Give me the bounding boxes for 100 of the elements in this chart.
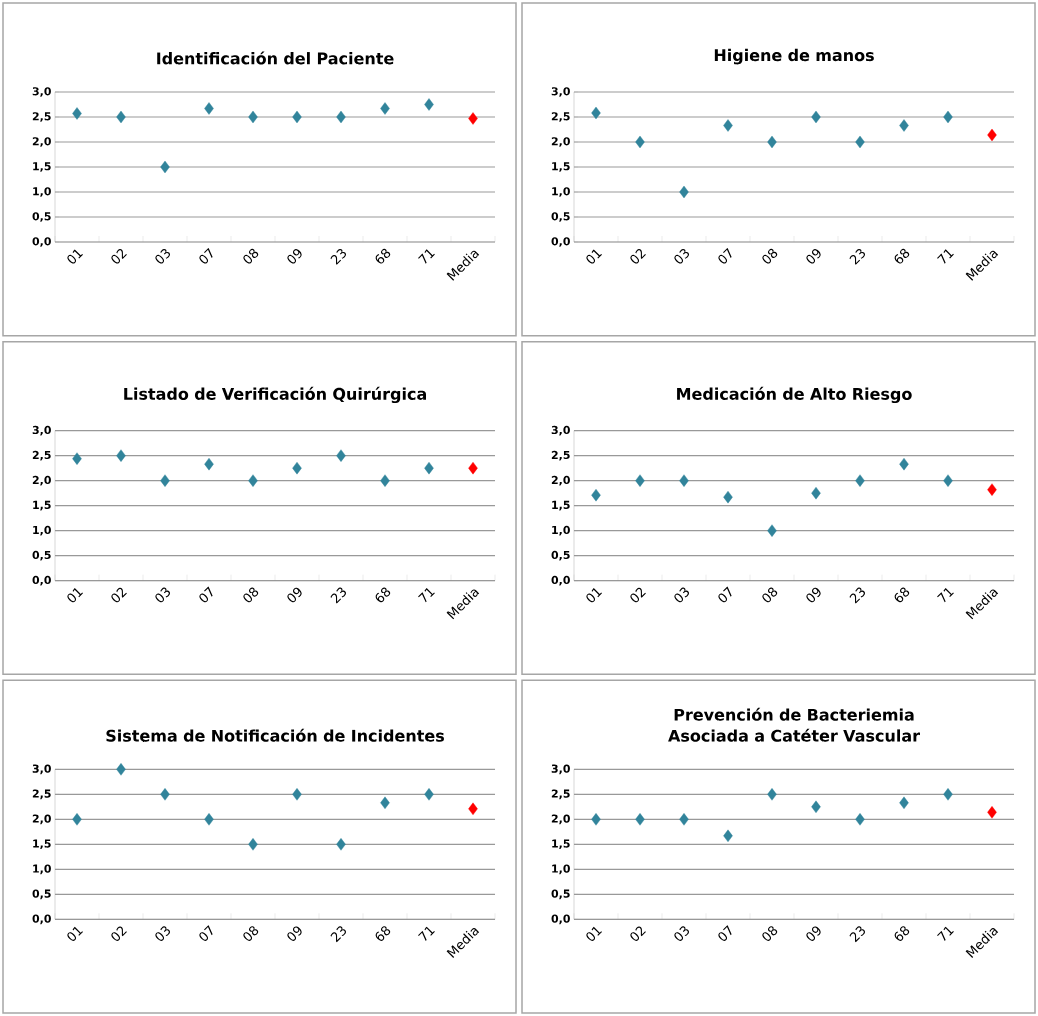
y-tick-label: 2,5 <box>32 789 51 800</box>
point <box>336 110 346 124</box>
point <box>767 135 777 149</box>
point <box>292 110 302 124</box>
point <box>767 788 777 801</box>
y-tick-label: 1,0 <box>33 864 51 875</box>
y-tick-label: 1,0 <box>33 525 51 536</box>
chart-title: Identificación del Paciente <box>157 51 394 65</box>
point <box>723 490 733 504</box>
x-tick-label: 09 <box>806 249 821 264</box>
y-tick-label: 1,5 <box>33 839 51 850</box>
x-tick-label: 23 <box>330 248 347 265</box>
y-tick-label: 2,5 <box>551 450 570 461</box>
point <box>248 110 258 124</box>
x-tick-label: 71 <box>937 926 954 942</box>
x-tick-label: 03 <box>674 926 690 941</box>
point <box>116 110 126 124</box>
y-tick-label: 1,0 <box>33 187 51 197</box>
point <box>767 524 777 537</box>
point <box>424 788 434 801</box>
x-tick-label: 71 <box>418 249 435 264</box>
x-tick-label: 09 <box>287 587 302 603</box>
x-tick-label: 71 <box>418 587 435 603</box>
point <box>248 474 258 487</box>
y-tick-label: 2,5 <box>32 450 51 461</box>
point <box>424 461 434 475</box>
point <box>160 788 170 801</box>
y-tick-label: 3,0 <box>32 764 51 775</box>
point <box>292 461 302 475</box>
point <box>160 474 170 487</box>
point <box>591 106 601 120</box>
y-tick-label: 2,5 <box>551 112 570 122</box>
point <box>855 474 865 487</box>
y-tick-label: 2,5 <box>32 112 51 122</box>
point <box>72 107 82 120</box>
point <box>899 119 909 132</box>
y-tick-label: 2,0 <box>32 475 51 486</box>
point <box>855 813 865 826</box>
point <box>72 452 82 465</box>
y-tick-label: 0,0 <box>32 575 51 586</box>
point <box>591 813 601 826</box>
x-tick-label: 71 <box>418 926 435 942</box>
point <box>899 457 909 471</box>
point <box>987 806 997 819</box>
point <box>116 449 126 462</box>
chart-title: Prevención de Bacteriemia Asociada a Catéter Vascular <box>668 707 920 742</box>
x-tick-label: 02 <box>111 926 127 941</box>
y-tick-label: 0,0 <box>32 914 51 925</box>
point <box>380 102 390 115</box>
x-tick-label: 03 <box>674 587 690 603</box>
point <box>811 486 821 500</box>
point <box>635 474 645 487</box>
point <box>635 135 645 149</box>
y-tick-label: 2,0 <box>551 475 570 486</box>
x-tick-label: 09 <box>806 926 821 941</box>
y-tick-label: 3,0 <box>32 87 51 97</box>
x-tick-label: 08 <box>243 926 259 941</box>
point <box>380 796 390 810</box>
point <box>591 488 601 502</box>
point <box>679 185 689 199</box>
point <box>424 98 434 111</box>
x-tick-label: 07 <box>718 925 732 941</box>
y-tick-label: 0,5 <box>32 889 51 900</box>
chart-title: Listado de Verificación Quirúrgica <box>124 386 427 404</box>
point <box>987 128 997 142</box>
y-tick-label: 0,5 <box>551 889 570 900</box>
x-tick-label: 01 <box>586 926 602 941</box>
point <box>72 813 82 826</box>
y-tick-label: 0,0 <box>551 237 570 247</box>
point <box>811 110 821 124</box>
y-tick-label: 3,0 <box>551 764 570 775</box>
y-tick-label: 1,5 <box>33 500 51 511</box>
x-tick-label: 03 <box>155 926 171 941</box>
x-tick-label: 68 <box>894 926 910 941</box>
x-tick-label: 08 <box>243 587 259 603</box>
y-tick-label: 0,5 <box>551 550 570 561</box>
chart-title: Higiene de manos <box>714 48 874 65</box>
y-tick-label: 2,0 <box>32 137 51 147</box>
point <box>204 102 214 115</box>
y-tick-label: 2,0 <box>32 814 51 825</box>
x-tick-label: 08 <box>762 248 778 264</box>
y-tick-label: 0,0 <box>551 575 570 586</box>
x-tick-label: 01 <box>586 588 602 603</box>
y-tick-label: 1,5 <box>552 500 570 511</box>
y-tick-label: 1,0 <box>552 187 570 197</box>
point <box>160 160 170 174</box>
x-tick-label: 01 <box>586 249 602 264</box>
x-tick-label: 71 <box>937 587 954 603</box>
point <box>116 763 126 776</box>
x-tick-label: 02 <box>111 249 127 264</box>
point <box>292 788 302 801</box>
x-tick-label: 23 <box>330 587 347 604</box>
point <box>468 112 478 125</box>
x-tick-label: 02 <box>630 587 646 603</box>
x-tick-label: 07 <box>199 925 213 941</box>
x-tick-label: 71 <box>937 249 954 264</box>
point <box>855 135 865 149</box>
x-tick-label: 23 <box>330 926 347 943</box>
y-tick-label: 2,0 <box>551 814 570 825</box>
point <box>204 813 214 826</box>
